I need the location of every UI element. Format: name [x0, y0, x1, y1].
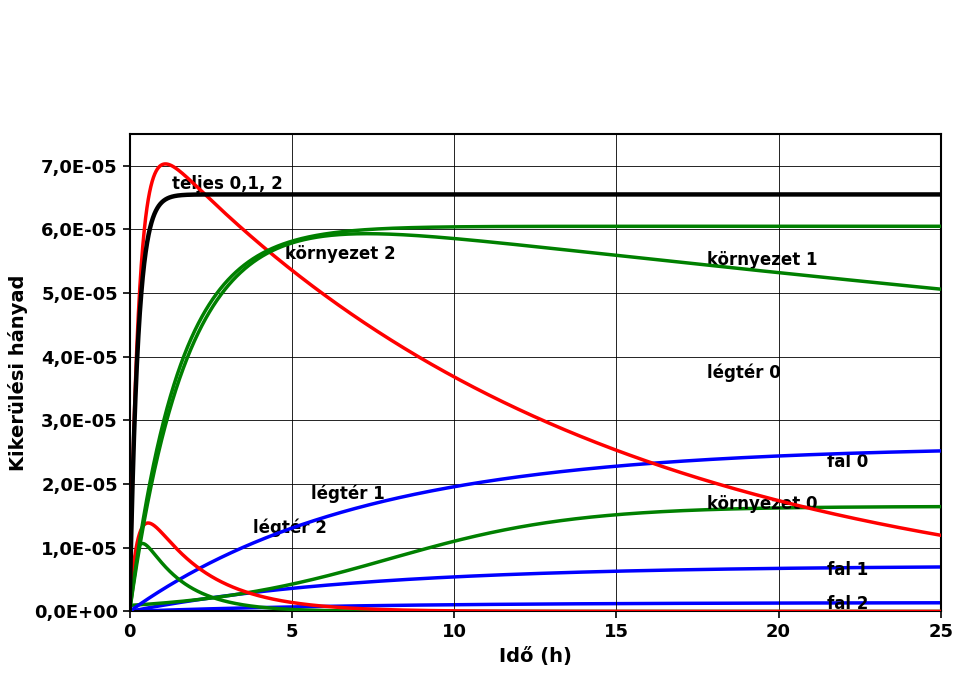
X-axis label: Idő (h): Idő (h) [499, 646, 571, 666]
Text: környezet 0: környezet 0 [708, 495, 818, 513]
Text: fal 1: fal 1 [828, 561, 869, 579]
Text: környezet 2: környezet 2 [285, 245, 396, 262]
Text: fal 2: fal 2 [828, 595, 869, 613]
Text: fal 0: fal 0 [828, 453, 869, 471]
Text: környezet 1: környezet 1 [708, 251, 818, 269]
Text: 0, 1 vagy 2 TN01 rendszer üzeme esetén: 0, 1 vagy 2 TN01 rendszer üzeme esetén [146, 80, 814, 110]
Text: A jód kikerülési hányada: A jód kikerülési hányada [277, 24, 683, 54]
Text: légtér 1: légtér 1 [311, 484, 385, 503]
Y-axis label: Kikerülési hányad: Kikerülési hányad [8, 275, 28, 471]
Text: teljes 0,1, 2: teljes 0,1, 2 [172, 174, 282, 192]
Text: légtér 2: légtér 2 [252, 518, 326, 537]
Text: légtér 0: légtér 0 [708, 363, 780, 382]
